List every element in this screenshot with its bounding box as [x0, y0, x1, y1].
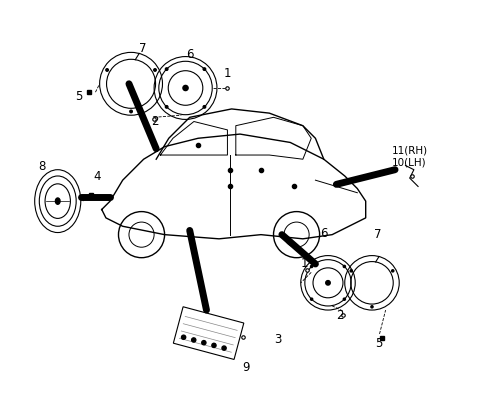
Circle shape: [222, 346, 226, 350]
Circle shape: [203, 68, 205, 70]
Circle shape: [371, 306, 373, 308]
Circle shape: [311, 298, 312, 300]
Circle shape: [392, 270, 394, 272]
Text: 2: 2: [151, 115, 159, 128]
Circle shape: [311, 265, 312, 268]
Text: 10(LH): 10(LH): [392, 158, 426, 168]
Circle shape: [202, 341, 206, 345]
Circle shape: [183, 85, 188, 91]
Text: 7: 7: [139, 41, 146, 55]
Text: 5: 5: [75, 90, 83, 103]
Ellipse shape: [55, 198, 60, 204]
Text: 3: 3: [274, 333, 281, 346]
Text: 1: 1: [224, 67, 231, 80]
Text: 11(RH): 11(RH): [392, 146, 428, 156]
Circle shape: [181, 335, 186, 339]
Circle shape: [166, 68, 168, 70]
Circle shape: [212, 343, 216, 347]
Circle shape: [203, 106, 205, 108]
Circle shape: [350, 270, 352, 272]
Circle shape: [130, 110, 132, 113]
Circle shape: [166, 106, 168, 108]
Text: 6: 6: [320, 227, 327, 240]
Text: 6: 6: [186, 48, 193, 61]
Text: 9: 9: [242, 361, 250, 375]
Circle shape: [192, 338, 196, 342]
Circle shape: [343, 265, 346, 268]
Text: 5: 5: [375, 337, 383, 350]
Text: 8: 8: [38, 160, 46, 173]
Text: 2: 2: [336, 308, 344, 322]
Circle shape: [343, 298, 346, 300]
Text: 4: 4: [93, 170, 100, 184]
Text: 7: 7: [374, 228, 381, 241]
Text: 1: 1: [300, 257, 308, 271]
Circle shape: [154, 69, 156, 71]
Circle shape: [326, 281, 330, 285]
Circle shape: [106, 69, 108, 71]
